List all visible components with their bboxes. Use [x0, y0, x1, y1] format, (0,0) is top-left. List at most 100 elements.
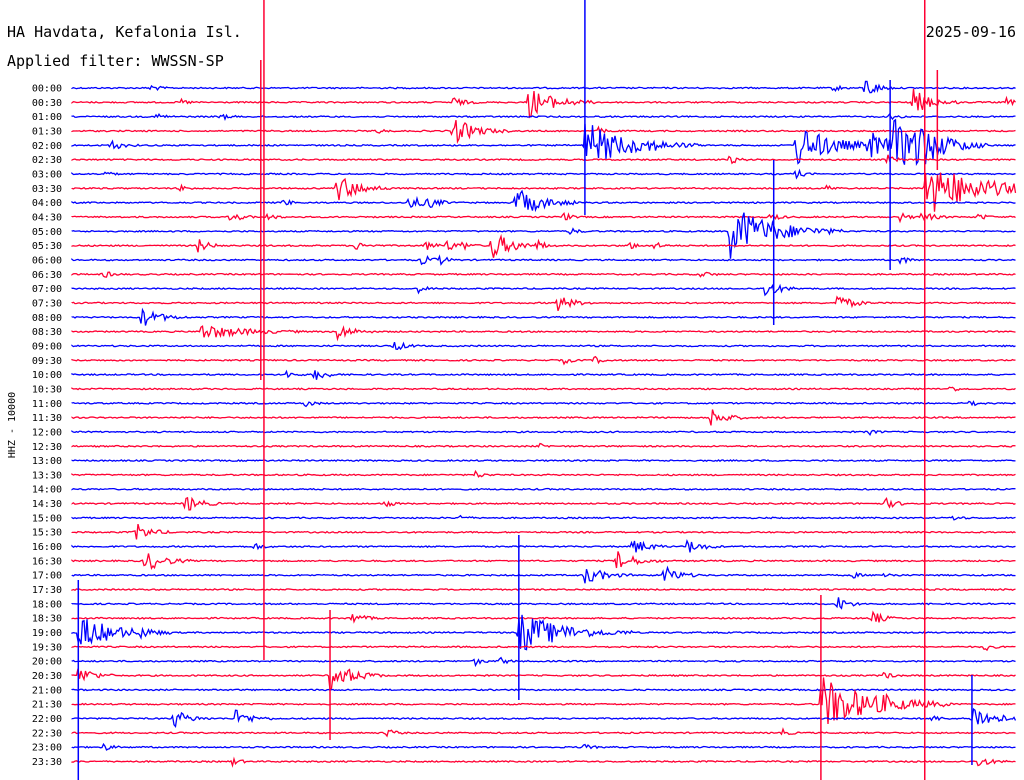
trace-row-0230 [71, 154, 1016, 165]
trace-row-1230 [71, 442, 1016, 448]
row-time-label: 17:00 [32, 571, 62, 582]
row-time-label: 01:30 [32, 126, 62, 137]
row-time-label: 08:30 [32, 327, 62, 338]
row-time-label: 07:00 [32, 284, 62, 295]
row-time-label: 15:00 [32, 513, 62, 524]
trace-row-1000 [71, 369, 1016, 380]
trace-row-1330 [71, 469, 1016, 478]
trace-row-1530 [71, 523, 1016, 540]
trace-row-1930 [71, 645, 1016, 652]
row-time-label: 21:30 [32, 700, 62, 711]
trace-row-0100 [71, 112, 1016, 122]
row-time-label: 07:30 [32, 298, 62, 309]
row-time-label: 14:30 [32, 499, 62, 510]
trace-row-0500 [71, 212, 1016, 259]
row-time-label: 19:00 [32, 628, 62, 639]
row-time-label: 00:30 [32, 98, 62, 109]
row-time-label: 17:30 [32, 585, 62, 596]
trace-row-1400 [71, 487, 1016, 491]
trace-row-1730 [71, 588, 1016, 592]
trace-row-2200 [71, 707, 1017, 729]
trace-row-0430 [71, 211, 1016, 224]
row-time-label: 14:00 [32, 485, 62, 496]
row-time-label: 03:00 [32, 169, 62, 180]
row-time-label: 15:30 [32, 528, 62, 539]
trace-row-1800 [71, 597, 1016, 610]
row-time-label: 13:30 [32, 470, 62, 481]
trace-row-0200 [71, 118, 1016, 167]
channel-label: HHZ - 10000 [7, 392, 18, 458]
trace-row-0630 [71, 271, 1016, 278]
trace-row-1500 [71, 514, 1016, 521]
station-title: HA Havdata, Kefalonia Isl. [7, 23, 242, 41]
row-time-label: 06:00 [32, 255, 62, 266]
trace-row-0530 [71, 233, 1016, 258]
trace-row-1430 [71, 496, 1016, 511]
trace-row-1830 [71, 610, 1016, 624]
trace-row-2330 [71, 756, 1016, 768]
row-time-label: 11:30 [32, 413, 62, 424]
trace-row-0800 [71, 307, 1016, 326]
row-time-label: 21:00 [32, 685, 62, 696]
trace-row-0930 [71, 355, 1016, 366]
trace-row-0130 [71, 120, 1016, 144]
row-time-label: 05:30 [32, 241, 62, 252]
row-time-label: 19:30 [32, 642, 62, 653]
row-time-label: 02:00 [32, 141, 62, 152]
trace-row-1100 [71, 400, 1016, 408]
row-time-label: 22:30 [32, 728, 62, 739]
trace-row-1130 [71, 409, 1016, 426]
trace-row-2030 [71, 668, 1016, 692]
trace-row-2100 [71, 688, 1016, 692]
row-time-label: 04:30 [32, 212, 62, 223]
trace-row-0730 [71, 295, 1016, 312]
row-time-label: 20:30 [32, 671, 62, 682]
row-time-label: 12:30 [32, 442, 62, 453]
trace-row-0300 [71, 168, 1016, 180]
trace-row-1030 [71, 386, 1016, 392]
row-time-label: 08:00 [32, 313, 62, 324]
row-time-label: 22:00 [32, 714, 62, 725]
row-time-label: 16:30 [32, 556, 62, 567]
row-time-label: 00:00 [32, 84, 62, 95]
trace-row-2230 [71, 727, 1016, 738]
trace-row-2300 [71, 742, 1016, 751]
trace-row-1630 [71, 551, 1016, 571]
row-time-label: 03:30 [32, 184, 62, 195]
row-time-label: 23:30 [32, 757, 62, 768]
trace-row-0400 [71, 189, 1016, 213]
trace-row-0600 [71, 254, 1016, 266]
trace-row-0700 [71, 283, 1016, 297]
trace-row-0030 [71, 88, 1016, 119]
spike-lines [77, 0, 973, 780]
trace-row-0000 [71, 80, 1016, 94]
trace-row-1600 [71, 538, 1016, 553]
trace-row-2000 [71, 656, 1016, 668]
row-time-label: 16:00 [32, 542, 62, 553]
trace-row-0900 [71, 341, 1016, 351]
row-time-label: 01:00 [32, 112, 62, 123]
row-time-label: 18:00 [32, 599, 62, 610]
trace-row-0330 [71, 172, 1017, 212]
row-time-label: 13:00 [32, 456, 62, 467]
row-time-label: 04:00 [32, 198, 62, 209]
row-time-label: 09:30 [32, 356, 62, 367]
row-time-label: 09:00 [32, 341, 62, 352]
row-time-label: 18:30 [32, 614, 62, 625]
trace-row-1700 [71, 565, 1016, 584]
trace-row-1200 [71, 429, 1016, 437]
date-label: 2025-09-16 [926, 23, 1016, 41]
row-time-label: 23:00 [32, 743, 62, 754]
trace-row-1300 [71, 459, 1016, 463]
row-time-label: 12:00 [32, 427, 62, 438]
trace-row-0830 [71, 325, 1016, 342]
trace-rows: 00:00 00:30 01:00 01:30 02:00 02:30 03:00 03:30… [32, 80, 1017, 768]
trace-row-1900 [71, 614, 1016, 651]
filter-subtitle: Applied filter: WWSSN-SP [7, 52, 224, 70]
row-time-label: 11:00 [32, 399, 62, 410]
row-time-label: 10:00 [32, 370, 62, 381]
row-time-label: 10:30 [32, 384, 62, 395]
row-time-label: 02:30 [32, 155, 62, 166]
row-time-label: 05:00 [32, 227, 62, 238]
